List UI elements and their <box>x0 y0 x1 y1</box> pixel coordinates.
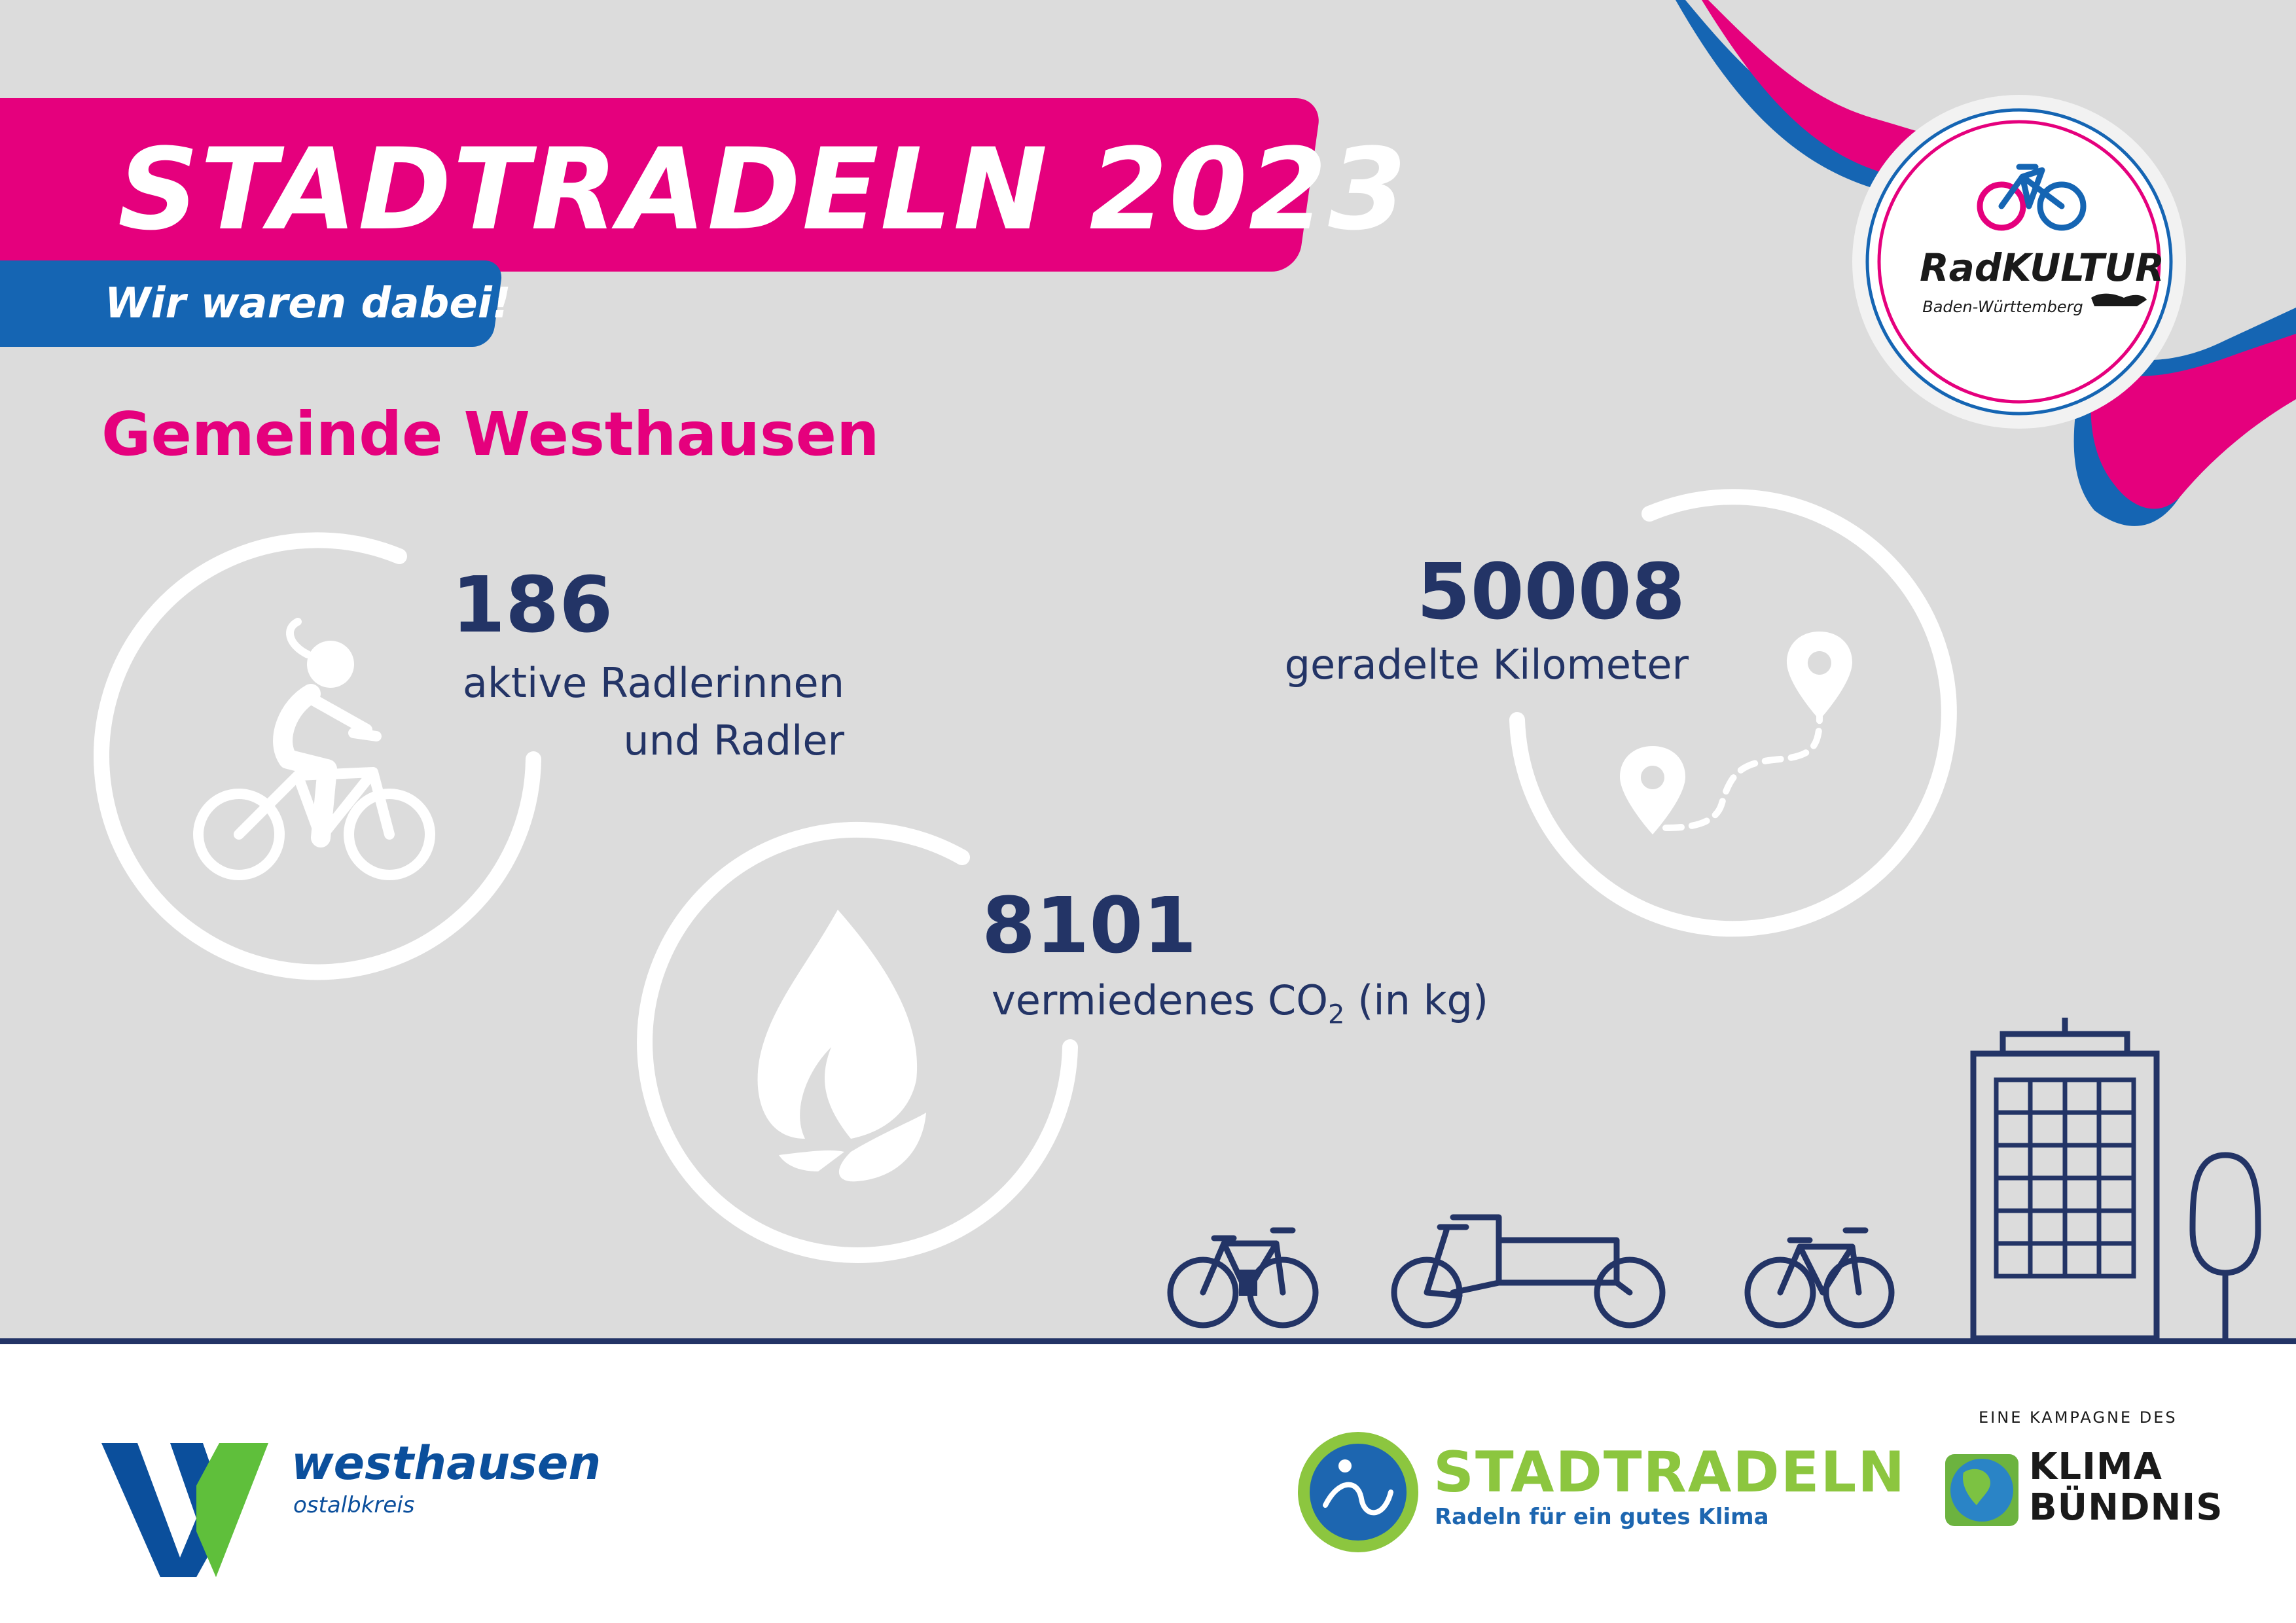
km-circle <box>1509 489 1957 937</box>
ebike-icon <box>1167 1227 1319 1329</box>
globe-icon <box>1945 1454 2018 1526</box>
co2-circle <box>637 821 1078 1263</box>
stadtradeln-logo-icon <box>1298 1432 1418 1552</box>
bicycle-icon <box>1977 164 2087 231</box>
co2-label-suffix: (in kg) <box>1344 976 1489 1024</box>
bicycle-icon <box>1744 1227 1895 1329</box>
ground-line <box>0 1338 2296 1344</box>
kilometers-label: geradelte Kilometer <box>1284 641 1689 688</box>
radkultur-badge <box>1852 95 2186 429</box>
kilometers-count: 50008 <box>1416 546 1685 637</box>
map-pin-icon <box>1620 746 1685 834</box>
co2-label-prefix: vermiedenes CO <box>992 976 1329 1024</box>
radkultur-logo-region: Baden-Württemberg <box>1922 298 2083 316</box>
radkultur-logo-name: RadKULTUR <box>1920 245 2164 290</box>
page-title: STADTRADELN 2023 <box>118 124 1408 255</box>
page-subtitle: Wir waren dabei! <box>105 279 511 328</box>
co2-label-subscript: 2 <box>1328 999 1345 1030</box>
riders-label-line2: und Radler <box>623 717 844 764</box>
cyclist-icon <box>193 618 435 880</box>
co2-amount: 8101 <box>982 880 1197 971</box>
stadtradeln-logo-slogan: Radeln für ein gutes Klima <box>1435 1504 1769 1530</box>
westhausen-logo-district: ostalbkreis <box>293 1492 415 1518</box>
stadtradeln-logo-name: STADTRADELN <box>1433 1440 1907 1505</box>
klimabuendnis-logo-line2: BÜNDNIS <box>2029 1486 2223 1529</box>
building-icon <box>1970 1018 2160 1342</box>
klimabuendnis-caption: EINE KAMPAGNE DES <box>1979 1408 2178 1427</box>
riders-count: 186 <box>452 560 613 650</box>
cargo-bike-icon <box>1391 1214 1666 1329</box>
co2-label: vermiedenes CO2 (in kg) <box>992 972 1488 1043</box>
map-pin-icon <box>1787 632 1852 720</box>
riders-label-line1: aktive Radlerinnen <box>462 659 844 707</box>
lion-icon <box>2091 293 2147 306</box>
riders-circle <box>94 532 541 980</box>
leaf-icon <box>757 910 926 1182</box>
klimabuendnis-logo-line1: KLIMA <box>2029 1446 2162 1488</box>
route-icon <box>1620 632 1852 834</box>
municipality-heading: Gemeinde Westhausen <box>101 399 880 469</box>
westhausen-logo-icon <box>101 1443 268 1577</box>
westhausen-logo-name: westhausen <box>291 1436 601 1490</box>
tree-icon <box>2189 1152 2261 1338</box>
logo-footer <box>0 1342 2296 1623</box>
